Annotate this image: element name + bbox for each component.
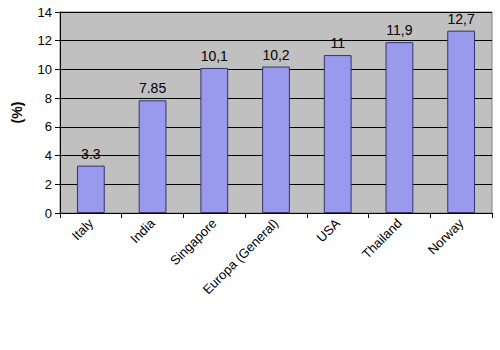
svg-text:Thailand: Thailand (359, 216, 405, 262)
svg-text:3.3: 3.3 (81, 146, 101, 162)
svg-text:10,1: 10,1 (201, 48, 228, 64)
svg-text:14: 14 (38, 5, 52, 20)
svg-text:(%): (%) (9, 102, 25, 124)
svg-text:12,7: 12,7 (448, 11, 475, 27)
svg-text:Norway: Norway (425, 215, 467, 257)
svg-text:7.85: 7.85 (139, 80, 166, 96)
svg-text:Europa (General): Europa (General) (200, 216, 282, 298)
svg-text:10: 10 (38, 62, 52, 77)
svg-text:India: India (127, 215, 158, 246)
svg-text:11: 11 (330, 35, 345, 51)
svg-text:Singapore: Singapore (167, 216, 219, 268)
svg-text:10,2: 10,2 (262, 47, 289, 63)
svg-text:6: 6 (45, 119, 52, 134)
svg-text:USA: USA (314, 215, 344, 245)
svg-text:0: 0 (45, 206, 52, 221)
svg-text:Italy: Italy (69, 215, 97, 243)
svg-text:11,9: 11,9 (386, 22, 412, 38)
svg-text:4: 4 (45, 148, 52, 163)
svg-text:12: 12 (38, 33, 52, 48)
svg-text:8: 8 (45, 91, 52, 106)
svg-text:2: 2 (45, 177, 52, 192)
